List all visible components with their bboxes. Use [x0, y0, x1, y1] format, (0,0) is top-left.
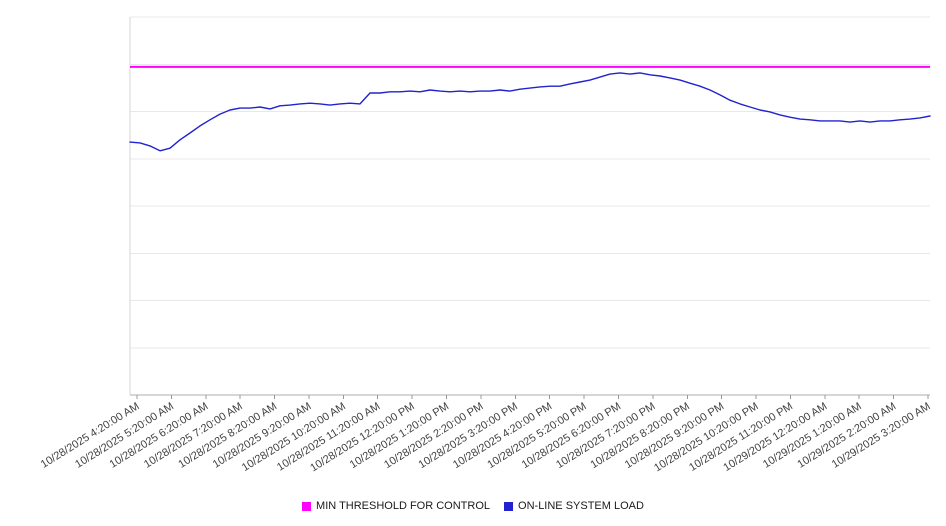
chart-legend: MIN THRESHOLD FOR CONTROL ON-LINE SYSTEM…: [0, 498, 946, 514]
legend-label-online-system-load: ON-LINE SYSTEM LOAD: [518, 500, 644, 512]
legend-swatch-online-system-load-icon: [504, 501, 514, 511]
legend-swatch-min-threshold-icon: [302, 501, 312, 511]
online-system-load-line: [129, 72, 931, 152]
legend-label-min-threshold: MIN THRESHOLD FOR CONTROL: [316, 500, 491, 512]
legend-item-online-system-load[interactable]: ON-LINE SYSTEM LOAD: [504, 500, 644, 512]
legend-item-min-threshold[interactable]: MIN THRESHOLD FOR CONTROL: [302, 500, 490, 512]
